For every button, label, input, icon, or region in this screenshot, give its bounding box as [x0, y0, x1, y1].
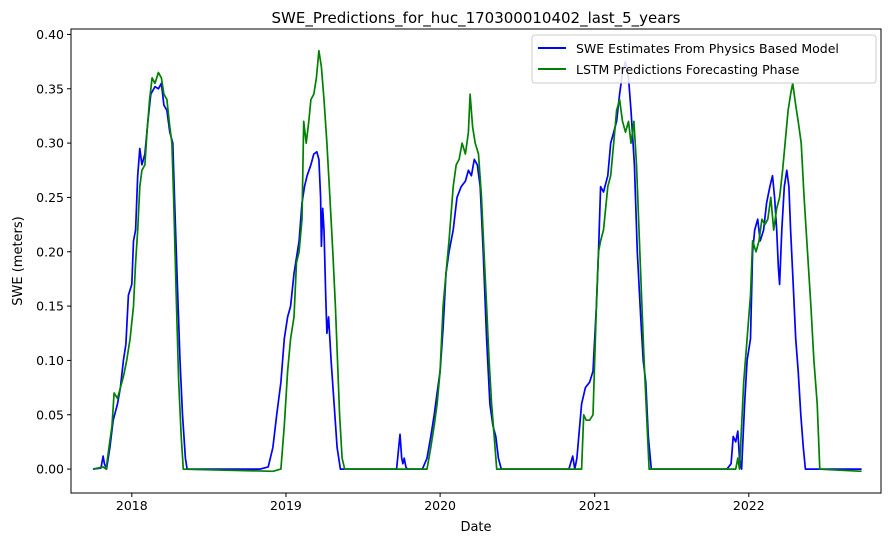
x-tick-label: 2020: [424, 498, 456, 513]
plot-frame: [70, 28, 882, 494]
x-tick-label: 2022: [733, 498, 765, 513]
y-tick-label: 0.20: [36, 244, 64, 259]
y-tick-label: 0.15: [36, 299, 64, 314]
x-tick-label: 2018: [116, 498, 148, 513]
x-tick-label: 2021: [579, 498, 611, 513]
x-axis-label: Date: [460, 520, 491, 535]
y-tick-label: 0.05: [36, 407, 64, 422]
x-axis: 2018 2019 2020 2021 2022: [116, 493, 765, 513]
legend-box: [531, 34, 877, 84]
y-tick-label: 0.35: [36, 81, 64, 96]
x-tick-label: 2019: [270, 498, 302, 513]
y-tick-label: 0.30: [36, 136, 64, 151]
series-layer: [92, 49, 862, 473]
y-tick-label: 0.00: [36, 462, 64, 477]
legend-label-physics-model: SWE Estimates From Physics Based Model: [576, 41, 839, 56]
y-axis-label: SWE (meters): [11, 216, 26, 305]
y-tick-label: 0.25: [36, 190, 64, 205]
legend-label-lstm: LSTM Predictions Forecasting Phase: [576, 62, 800, 77]
y-tick-label: 0.10: [36, 353, 64, 368]
chart-title: SWE_Predictions_for_huc_170300010402_las…: [272, 9, 681, 28]
series-line-0: [92, 60, 862, 470]
series-line-1: [92, 49, 862, 473]
legend: SWE Estimates From Physics Based Model L…: [531, 34, 877, 84]
y-axis: 0.00 0.05 0.10 0.15 0.20 0.25 0.30 0.35 0.40: [36, 27, 71, 477]
y-tick-label: 0.40: [36, 27, 64, 42]
